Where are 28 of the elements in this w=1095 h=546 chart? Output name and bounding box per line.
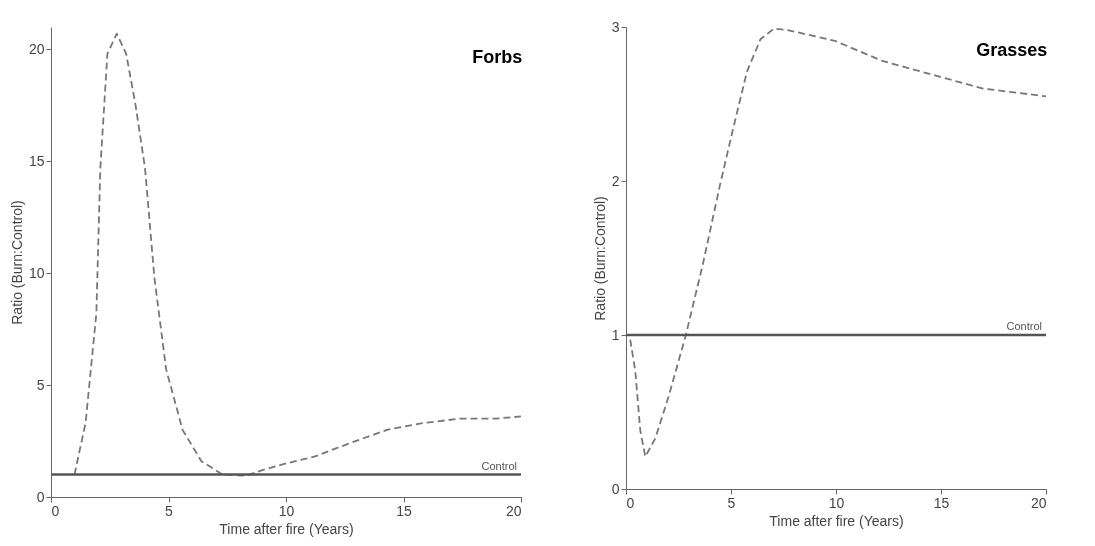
y-tick-label: 0 (611, 480, 620, 497)
text: Forbs (472, 47, 523, 67)
x-tick-label: 0 (626, 494, 635, 511)
y-tick-label: 1 (611, 326, 620, 343)
x-axis-title: Time after fire (Years) (219, 520, 354, 537)
line-series (73, 32, 522, 477)
x-tick-label: 20 (1030, 494, 1047, 511)
x-tick-label: 5 (727, 494, 736, 511)
x-axis-title: Time after fire (Years) (769, 512, 904, 529)
y-tick-label: 2 (611, 172, 620, 189)
x-tick-label: 10 (278, 502, 295, 519)
x-tick-label: 5 (165, 502, 174, 519)
y-axis-title: Ratio (Burn:Control) (591, 196, 608, 321)
y-tick-label: 5 (36, 376, 45, 393)
line-series (629, 27, 1047, 458)
ref-line-label: Control (1006, 320, 1042, 332)
x-tick-label: 15 (933, 494, 950, 511)
y-tick-label: 3 (611, 18, 620, 35)
x-tick-label: 20 (505, 502, 522, 519)
y-tick-label: 10 (28, 264, 45, 281)
x-tick-label: 0 (51, 502, 60, 519)
ref-line-label: Control (481, 459, 517, 472)
y-tick-label: 20 (28, 40, 45, 57)
x-tick-label: 10 (828, 494, 845, 511)
y-axis-title: Ratio (Burn:Control) (8, 200, 25, 325)
x-tick-label: 15 (396, 502, 412, 519)
y-tick-label: 15 (28, 152, 45, 169)
text: Grasses (976, 40, 1048, 60)
